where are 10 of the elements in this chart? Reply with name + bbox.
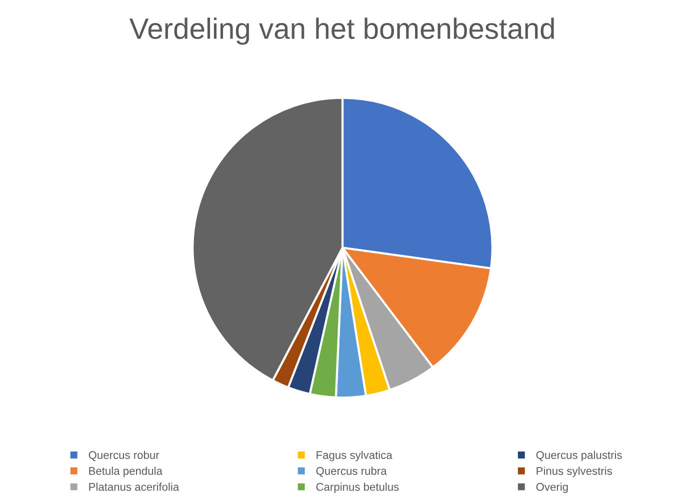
legend-label: Quercus palustris xyxy=(536,450,622,462)
legend-label: Fagus sylvatica xyxy=(316,450,392,462)
legend-label: Betula pendula xyxy=(89,466,162,478)
legend-label: Platanus acerifolia xyxy=(89,482,180,491)
legend-label: Quercus rubra xyxy=(316,466,387,477)
legend-label: Quercus robur xyxy=(88,450,160,461)
legend-label: Carpinus betulus xyxy=(316,482,399,493)
chart-title: Verdeling van het bomenbestand xyxy=(129,18,554,45)
legend-label: Pinus sylvestris xyxy=(536,466,612,478)
legend-label: Overig xyxy=(536,482,568,493)
